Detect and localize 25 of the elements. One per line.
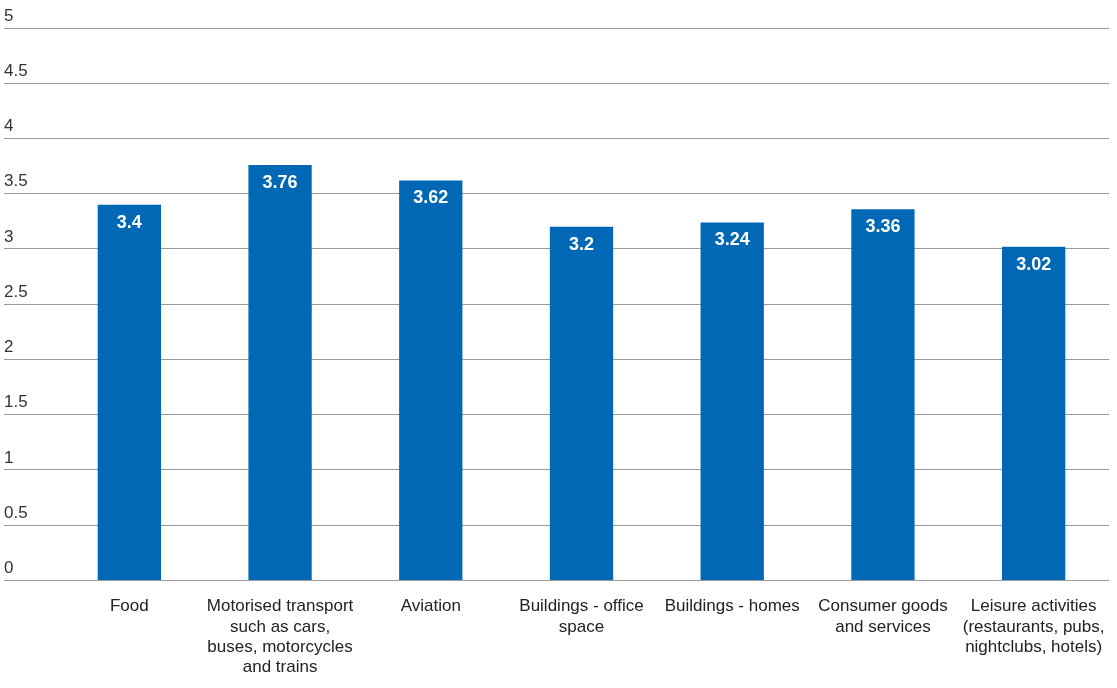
y-tick-label: 0.5 [4,502,28,522]
data-label: 3.62 [413,187,449,208]
y-tick-label: 0 [4,558,14,578]
data-label: 3.24 [714,229,750,250]
data-label: 3.76 [262,171,298,192]
y-tick-label: 2 [4,337,14,357]
x-tick-label: Leisure activities (restaurants, pubs, nightclubs, hotels) [962,596,1105,657]
x-tick-label: Motorised transport such as cars, buses, motorcycles and trains [206,596,354,677]
data-label: 3.2 [568,233,595,254]
data-label: 3.4 [116,211,142,232]
y-tick-label: 3.5 [4,171,28,191]
y-tick-label: 4 [4,116,14,136]
y-tick-label: 2.5 [4,281,28,301]
y-tick-label: 1.5 [4,392,28,412]
y-tick-label: 5 [4,5,14,25]
x-tick-label: Aviation [400,596,461,616]
y-tick-label: 4.5 [4,60,28,80]
y-tick-label: 3 [4,226,14,246]
x-tick-label: Buildings - office space [519,596,644,636]
x-tick-label: Consumer goods and services [818,596,948,636]
y-tick-label: 1 [4,447,14,467]
x-tick-label: Food [109,596,149,616]
data-label: 3.02 [1016,253,1052,274]
x-tick-label: Buildings - homes [664,596,800,616]
data-label: 3.36 [865,216,901,237]
